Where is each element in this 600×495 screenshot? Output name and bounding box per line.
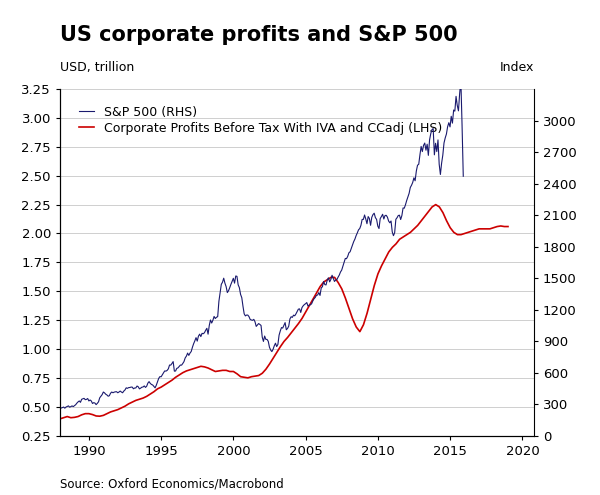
Text: US corporate profits and S&P 500: US corporate profits and S&P 500 — [60, 25, 458, 45]
Text: Index: Index — [500, 60, 534, 74]
Text: USD, trillion: USD, trillion — [60, 60, 134, 74]
Legend: S&P 500 (RHS), Corporate Profits Before Tax With IVA and CCadj (LHS): S&P 500 (RHS), Corporate Profits Before … — [76, 102, 446, 138]
Text: Source: Oxford Economics/Macrobond: Source: Oxford Economics/Macrobond — [60, 477, 284, 490]
